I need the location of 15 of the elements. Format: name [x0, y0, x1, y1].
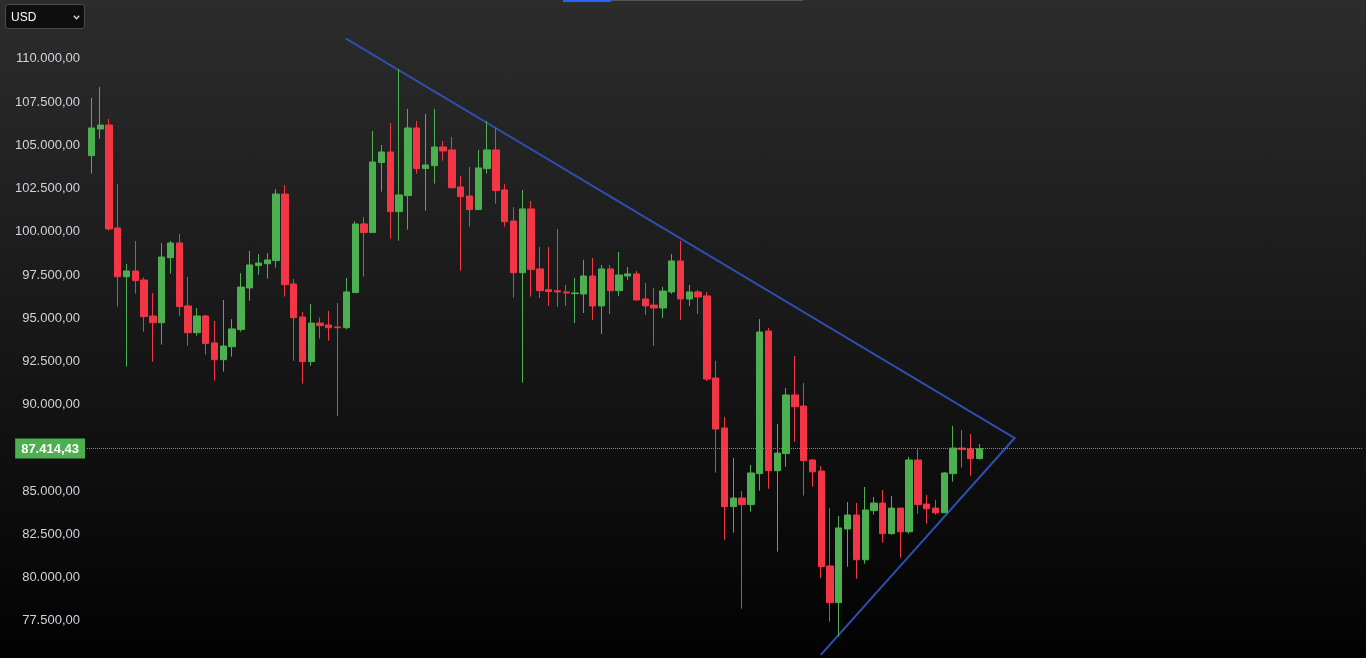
y-tick-label: 100.000,00: [14, 223, 80, 239]
y-tick-label: 107.500,00: [14, 93, 80, 109]
y-tick-label: 92.500,00: [22, 353, 80, 369]
y-tick-label: 85.000,00: [22, 482, 80, 498]
y-tick-label: 110.000,00: [15, 50, 80, 66]
dropdown: USD: [5, 4, 85, 29]
y-tick-label: 80.000,00: [22, 569, 80, 585]
y-tick-label: 95.000,00: [22, 309, 80, 325]
y-tick-label: 77.500,00: [22, 612, 80, 628]
y-tick-label: 105.000,00: [14, 136, 80, 152]
ref-line-label: 87.414,43: [21, 441, 79, 456]
y-tick-label: 90.000,00: [22, 396, 80, 412]
y-tick-label: 82.500,00: [22, 525, 80, 541]
y-tick-label: 102.500,00: [14, 180, 80, 196]
y-tick-label: 97.500,00: [22, 266, 80, 282]
